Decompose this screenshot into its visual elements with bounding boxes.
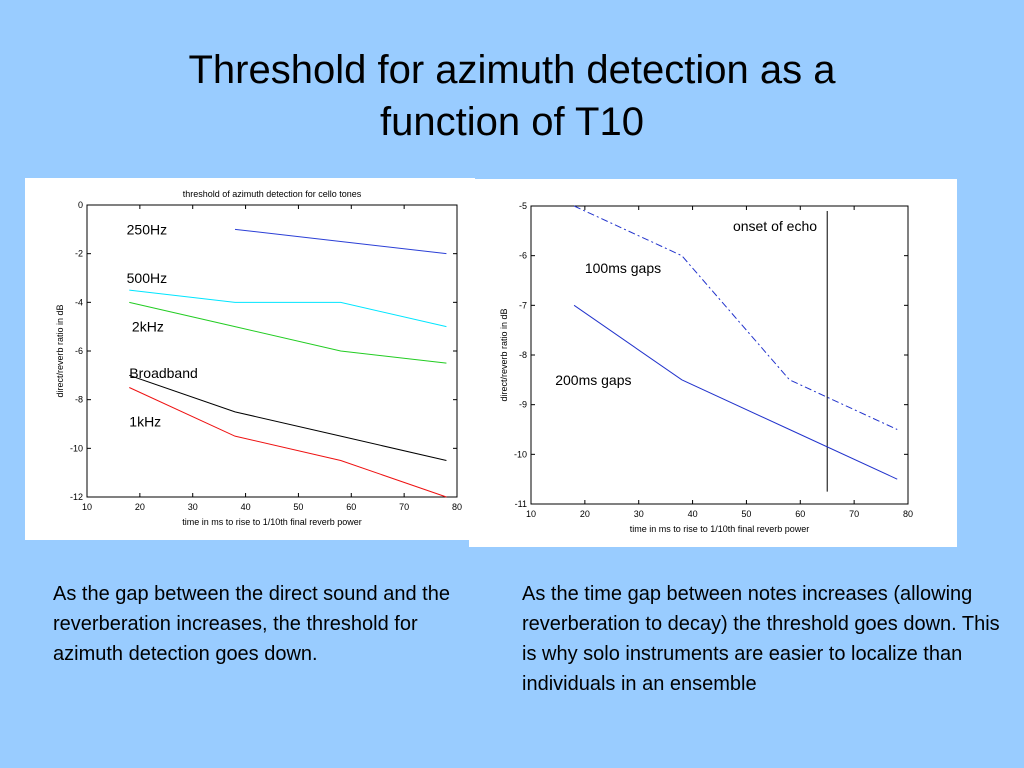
chart2-x-tick-label: 10 — [526, 509, 536, 519]
chart-panel-gaps: 10 20 30 40 50 60 70 80 -5 -6 -7 -8 -9 -10 -11 time in … — [469, 179, 957, 547]
chart1-y-tick-label: 0 — [78, 200, 83, 210]
chart-gap-threshold: 10 20 30 40 50 60 70 80 -5 -6 -7 -8 -9 -10 -11 time in … — [499, 201, 913, 534]
chart2-series-label-200ms-gaps: 200ms gaps — [555, 372, 631, 388]
chart1-y-tick-label: -10 — [70, 443, 83, 453]
chart1-x-tick-label: 30 — [188, 502, 198, 512]
chart2-series-line-100ms-gaps — [573, 205, 898, 430]
chart1-series-label-2khz: 2kHz — [132, 319, 164, 335]
chart2-series-line-200ms-gaps — [573, 304, 898, 480]
chart1-y-tick-label: -6 — [75, 346, 83, 356]
chart2-x-tick-label: 60 — [795, 509, 805, 519]
chart1-y-tick-label: -2 — [75, 249, 83, 259]
slide-title: Threshold for azimuth detection as a fun… — [0, 44, 1024, 148]
chart2-y-tick-label: -10 — [514, 449, 527, 459]
chart2-x-tick-label: 80 — [903, 509, 913, 519]
chart1-y-tick-label: -4 — [75, 297, 83, 307]
chart2-y-tick-label: -7 — [519, 300, 527, 310]
chart1-x-tick-label: 50 — [293, 502, 303, 512]
chart1-x-tick-label: 80 — [452, 502, 462, 512]
chart1-x-tick-label: 40 — [241, 502, 251, 512]
chart-frequency-threshold: threshold of azimuth detection for cello… — [55, 189, 462, 527]
chart1-y-tick-label: -8 — [75, 395, 83, 405]
chart1-series-label-250hz: 250Hz — [127, 221, 167, 237]
chart2-x-tick-label: 70 — [849, 509, 859, 519]
chart1-x-tick-label: 70 — [399, 502, 409, 512]
chart1-y-axis-label: direct/reverb ratio in dB — [55, 304, 65, 397]
chart1-series-line-250hz — [234, 228, 447, 255]
chart-panel-frequency: threshold of azimuth detection for cello… — [25, 178, 475, 540]
chart1-series-line-2khz — [129, 301, 447, 364]
chart2-y-tick-label: -11 — [515, 499, 527, 509]
chart2-y-axis-label: direct/reverb ratio in dB — [499, 308, 509, 401]
chart2-series-label-100ms-gaps: 100ms gaps — [585, 260, 661, 276]
chart2-y-tick-label: -6 — [519, 251, 527, 261]
chart2-y-tick-label: -9 — [519, 400, 527, 410]
chart1-series-line-broadband — [129, 374, 447, 461]
slide-title-line-1: Threshold for azimuth detection as a — [188, 48, 836, 92]
slide-title-line-2: function of T10 — [380, 100, 644, 144]
chart2-x-tick-label: 40 — [688, 509, 698, 519]
chart1-x-tick-label: 60 — [346, 502, 356, 512]
chart1-x-tick-label: 10 — [82, 502, 92, 512]
caption-left: As the gap between the direct sound and … — [53, 583, 450, 665]
chart1-series-label-broadband: Broadband — [129, 365, 198, 381]
chart1-title: threshold of azimuth detection for cello… — [183, 189, 362, 199]
chart1-series-line-1khz — [129, 387, 447, 498]
chart2-annotation-label-onset-of-echo: onset of echo — [733, 218, 817, 234]
chart1-y-tick-label: -12 — [70, 492, 83, 502]
chart2-x-tick-label: 30 — [634, 509, 644, 519]
chart1-series-label-500hz: 500Hz — [127, 270, 167, 286]
chart2-y-tick-label: -8 — [519, 350, 527, 360]
chart2-x-axis-label: time in ms to rise to 1/10th final rever… — [630, 524, 810, 534]
chart1-series-line-500hz — [129, 289, 447, 328]
chart1-x-tick-label: 20 — [135, 502, 145, 512]
chart2-x-tick-label: 20 — [580, 509, 590, 519]
caption-right: As the time gap between notes increases … — [522, 583, 1000, 695]
chart2-plot-frame — [530, 205, 909, 505]
chart1-series-label-1khz: 1kHz — [129, 414, 161, 430]
chart2-x-tick-label: 50 — [741, 509, 751, 519]
chart2-y-tick-label: -5 — [519, 201, 527, 211]
chart1-x-axis-label: time in ms to rise to 1/10th final rever… — [182, 517, 362, 527]
